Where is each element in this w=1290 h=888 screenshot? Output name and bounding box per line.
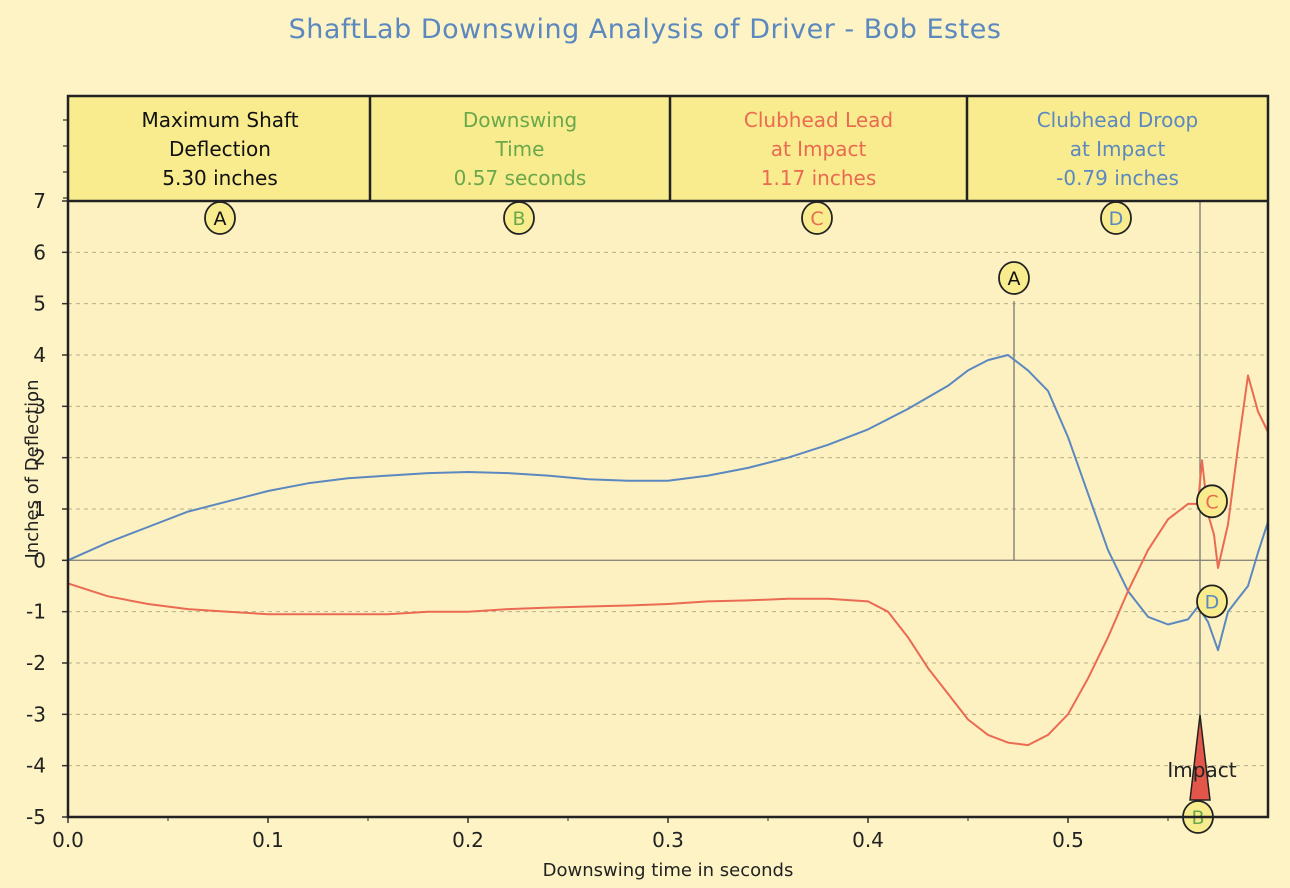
marker-label-a: A [1008,268,1021,290]
x-tick-label: 0.4 [852,828,884,852]
header-badge-label-c: C [810,208,823,230]
header-badge-label-d: D [1109,208,1124,230]
marker-badge-a [998,261,1030,295]
y-tick-label: 2 [33,446,46,470]
metric-title2: Time [495,136,545,161]
y-tick-label: 5 [33,292,46,316]
y-tick-label: -5 [26,805,46,829]
y-axis-label: Inches of Deflection [22,380,43,559]
y-tick-label: -1 [26,600,46,624]
metric-title2: Deflection [169,136,271,161]
x-tick-label: 0.1 [252,828,284,852]
header-badge-c [801,201,833,235]
metric-title1: Downswing [462,107,578,132]
metric-title1: Maximum Shaft [141,107,299,132]
y-tick-label: 7 [33,189,46,213]
marker-label-c: C [1205,491,1218,513]
header-badge-label-a: A [214,208,227,230]
header-badge-a [204,201,236,235]
metric-box-a: Maximum Shaft Deflection 5.30 inches [70,97,370,201]
metric-value: 5.30 inches [162,165,278,190]
y-tick-label: 4 [33,343,46,367]
metric-box-d: Clubhead Droop at Impact -0.79 inches [967,97,1268,201]
metric-title1: Clubhead Lead [743,107,894,132]
metric-value: -0.79 inches [1056,165,1179,190]
x-tick-label: 0.2 [452,828,484,852]
x-tick-label: 0.3 [652,828,684,852]
header-badge-label-b: B [512,208,525,230]
header-band [68,97,1268,201]
header-badge-b [503,201,535,235]
x-tick-label: 0.0 [52,828,84,852]
marker-badge-d [1196,584,1228,619]
metric-value: 0.57 seconds [453,165,587,190]
y-tick-label: 3 [33,394,46,418]
y-tick-label: 1 [33,497,46,521]
metric-title1: Clubhead Droop [1036,107,1199,132]
y-tick-label: 0 [33,548,46,572]
metric-title2: at Impact [1069,136,1166,161]
header-badge-d [1100,201,1132,235]
marker-badge-c [1196,484,1228,519]
y-tick-label: -2 [26,651,46,675]
impact-label: Impact [1167,758,1236,782]
x-tick-label: 0.5 [1052,828,1084,852]
metric-value: 1.17 inches [760,165,877,190]
marker-label-d: D [1205,591,1220,613]
clubhead-lead-line [67,374,1269,747]
y-tick-label: -3 [26,702,46,726]
metric-box-c: Clubhead Lead at Impact 1.17 inches [670,97,967,201]
x-axis-label: Downswing time in seconds [543,860,794,881]
impact-pointer [1189,714,1211,801]
metric-box-b: Downswing Time 0.57 seconds [370,97,670,201]
y-tick-label: 6 [33,240,46,264]
chart-frame [66,94,1270,819]
y-tick-label: -4 [26,754,46,778]
metric-title2: at Impact [770,136,867,161]
chart-title: ShaftLab Downswing Analysis of Driver - … [288,14,1002,45]
